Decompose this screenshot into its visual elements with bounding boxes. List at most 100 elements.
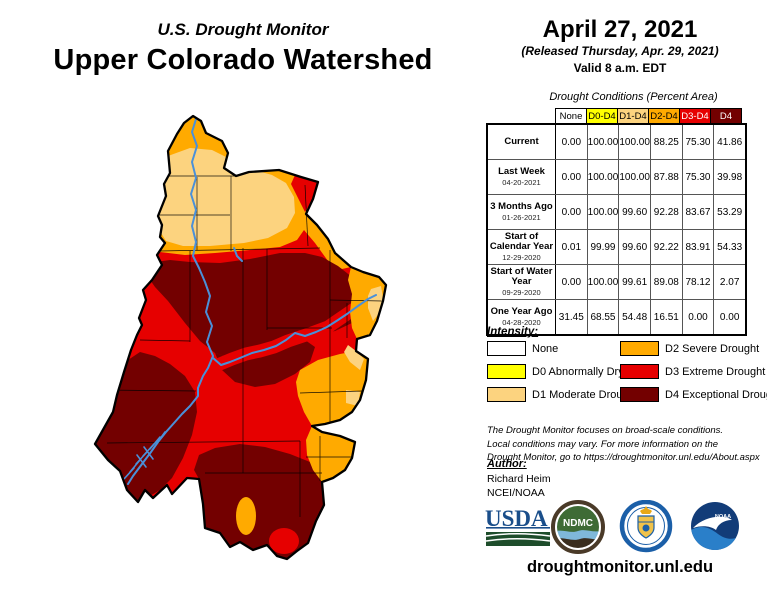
column-header-d3d4: D3-D4: [679, 108, 711, 124]
cell-value: 92.22: [651, 230, 683, 264]
legend-label: None: [532, 342, 559, 355]
cell-value: 100.00: [619, 160, 651, 194]
column-header-d2d4: D2-D4: [648, 108, 680, 124]
cell-value: 100.00: [619, 125, 651, 159]
map-region-d3-bottom-tip: [269, 528, 299, 554]
cell-value: 54.48: [619, 300, 651, 334]
cell-value: 99.61: [619, 265, 651, 299]
table-row-current: Current 0.00 100.00 100.00 88.25 75.30 4…: [488, 125, 745, 160]
cell-value: 0.00: [556, 160, 588, 194]
usdm-kicker: U.S. Drought Monitor: [157, 20, 329, 39]
swatch-d3: [620, 364, 659, 379]
cell-value: 53.29: [717, 206, 743, 218]
colorado-river: [212, 294, 377, 366]
swatch-none: [487, 341, 526, 356]
cell-value: 54.33: [717, 241, 743, 253]
column-header-d4: D4: [710, 108, 742, 124]
watershed-outline: [93, 114, 388, 561]
author-org: NCEI/NOAA: [487, 487, 545, 499]
cell-value: 100.00: [588, 160, 620, 194]
legend-item-d3: D3 Extreme Drought: [620, 364, 765, 379]
commerce-logo: [619, 500, 673, 553]
map-region-d2-east-bulge2: [296, 351, 368, 426]
ndmc-logo: NDMC: [551, 500, 605, 554]
cell-value: 31.45: [556, 300, 588, 334]
swatch-d1: [487, 387, 526, 402]
cell-value: 78.12: [683, 265, 715, 299]
cell-value: 0.01: [556, 230, 588, 264]
drought-map: [93, 114, 388, 561]
row-date: 04-28-2020: [502, 318, 541, 327]
site-url: droughtmonitor.unl.edu: [526, 558, 714, 576]
noaa-wordmark: NOAA: [715, 514, 731, 520]
legend-label: D0 Abnormally Dry: [532, 365, 624, 378]
cell-value: 75.30: [683, 125, 715, 159]
legend-item-none: None: [487, 341, 558, 356]
cell-value: 87.88: [651, 160, 683, 194]
rivers: [123, 118, 377, 485]
page-title: Upper Colorado Watershed: [53, 44, 433, 76]
legend-item-d2: D2 Severe Drought: [620, 341, 759, 356]
map-date: April 27, 2021: [542, 16, 698, 43]
swatch-d2: [620, 341, 659, 356]
cell-value: 99.60: [619, 195, 651, 229]
row-date: 04-20-2021: [502, 178, 541, 187]
cell-value: 100.00: [588, 265, 620, 299]
table-header-row: None D0-D4 D1-D4 D2-D4 D3-D4 D4: [555, 108, 747, 124]
cell-value: 16.51: [651, 300, 683, 334]
yampa-river: [233, 247, 243, 262]
table-row-start-calendar-year: Start of Calendar Year 12-29-2020 0.01 99…: [488, 230, 745, 265]
map-region-d4-south: [194, 444, 324, 559]
legend-item-d0: D0 Abnormally Dry: [487, 364, 624, 379]
released-date: (Released Thursday, Apr. 29, 2021): [521, 44, 719, 58]
cell-value: 100.00: [588, 125, 620, 159]
legend-label: D1 Moderate Drought: [532, 388, 638, 401]
row-date: 09-29-2020: [502, 288, 541, 297]
logos-row: USDA NDMC NOAA: [485, 500, 739, 554]
cell-value: 99.99: [588, 230, 620, 264]
column-header-d0d4: D0-D4: [586, 108, 618, 124]
table-row-3-months-ago: 3 Months Ago 01-26-2021 0.00 100.00 99.60…: [488, 195, 745, 230]
noaa-logo: NOAA: [691, 502, 739, 550]
legend-item-d4: D4 Exceptional Drought: [620, 387, 767, 402]
column-header-d1d4: D1-D4: [617, 108, 649, 124]
legend-label: D2 Severe Drought: [665, 342, 760, 355]
cell-value: 41.86: [717, 136, 743, 148]
map-region-d4-mid-lobe: [215, 340, 315, 387]
author-name: Richard Heim: [487, 473, 551, 485]
map-region-d2-east-bulge3: [306, 426, 355, 482]
disclaimer-text: The Drought Monitor focuses on broad-sca…: [487, 424, 767, 465]
map-region-d2-bottom-spot: [236, 497, 256, 535]
cell-value: 83.91: [683, 230, 715, 264]
table-row-last-week: Last Week 04-20-2021 0.00 100.00 100.00 8…: [488, 160, 745, 195]
swatch-d4: [620, 387, 659, 402]
cell-value: 89.08: [651, 265, 683, 299]
lake-powell-ticks: [123, 431, 166, 480]
valid-time: Valid 8 a.m. EDT: [573, 61, 667, 75]
ndmc-wordmark: NDMC: [563, 518, 593, 529]
cell-value: 88.25: [651, 125, 683, 159]
row-label: Start of Calendar Year: [489, 231, 554, 252]
cell-value: 100.00: [588, 195, 620, 229]
cell-value: 75.30: [683, 160, 715, 194]
row-date: 12-29-2020: [502, 253, 541, 262]
column-header-none: None: [555, 108, 587, 124]
usda-logo: USDA: [485, 506, 551, 546]
table-caption: Drought Conditions (Percent Area): [549, 91, 718, 103]
row-label: 3 Months Ago: [490, 201, 553, 212]
cell-value: 0.00: [719, 311, 740, 323]
legend-title: Intensity:: [487, 326, 539, 338]
cell-value: 99.60: [619, 230, 651, 264]
usda-wordmark: USDA: [485, 506, 548, 531]
disclaimer-line: The Drought Monitor focuses on broad-sca…: [487, 425, 724, 436]
disclaimer-line: Drought Monitor, go to https://droughtmo…: [487, 452, 760, 463]
row-date: 01-26-2021: [502, 213, 541, 222]
table-row-one-year-ago: One Year Ago 04-28-2020 31.45 68.55 54.48…: [488, 300, 745, 334]
map-region-d1-north: [155, 148, 295, 246]
map-region-d1-east-spot2: [344, 345, 364, 370]
swatch-d0: [487, 364, 526, 379]
cell-value: 83.67: [683, 195, 715, 229]
table-row-start-water-year: Start of Water Year 09-29-2020 0.00 100.0…: [488, 265, 745, 300]
row-label: Last Week: [498, 166, 545, 177]
row-label: Current: [504, 135, 539, 147]
